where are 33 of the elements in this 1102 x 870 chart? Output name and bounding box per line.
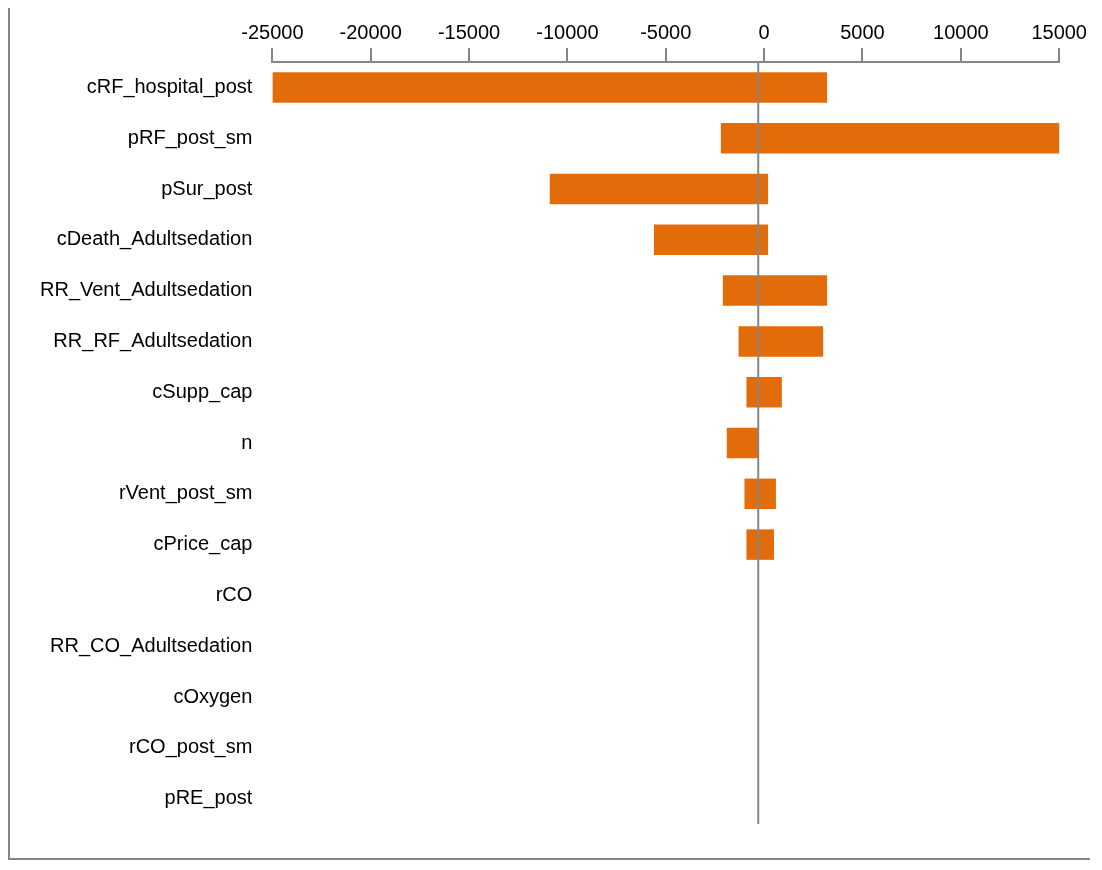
bar <box>744 478 776 510</box>
y-tick-label: pSur_post <box>161 176 253 200</box>
bar <box>746 529 774 560</box>
bar <box>746 376 782 408</box>
y-tick-label: cSupp_cap <box>152 379 253 403</box>
bar <box>549 173 769 205</box>
y-tick-label: RR_RF_Adultsedation <box>53 328 253 352</box>
x-tick-label: -25000 <box>241 20 304 43</box>
bar <box>726 427 759 459</box>
y-tick-label: rCO_post_sm <box>129 735 253 759</box>
bar <box>272 72 828 103</box>
x-tick-label: -15000 <box>437 20 501 43</box>
x-tick-label: -20000 <box>339 20 402 43</box>
y-tick-label: cRF_hospital_post <box>86 74 253 98</box>
x-tick-label: -10000 <box>536 20 599 43</box>
y-tick-label: RR_Vent_Adultsedation <box>40 278 253 302</box>
x-tick-label: 0 <box>758 20 770 43</box>
y-tick-label: n <box>241 430 253 453</box>
x-tick-label: 10000 <box>933 20 989 43</box>
bar <box>738 326 824 357</box>
bar <box>653 224 769 256</box>
y-tick-label: cDeath_Adultsedation <box>56 227 253 251</box>
y-tick-label: cPrice_cap <box>153 532 253 556</box>
y-tick-label: pRE_post <box>164 786 253 810</box>
y-tick-label: pRF_post_sm <box>127 125 253 149</box>
y-tick-label: RR_CO_Adultsedation <box>50 633 253 657</box>
x-tick-label: -5000 <box>640 20 692 43</box>
x-tick-label: 5000 <box>840 20 885 43</box>
bar <box>722 275 828 306</box>
y-tick-label: rCO <box>215 582 253 605</box>
x-tick-label: 15000 <box>1031 20 1087 43</box>
y-tick-label: rVent_post_sm <box>118 481 253 505</box>
y-tick-label: cOxygen <box>173 684 253 707</box>
